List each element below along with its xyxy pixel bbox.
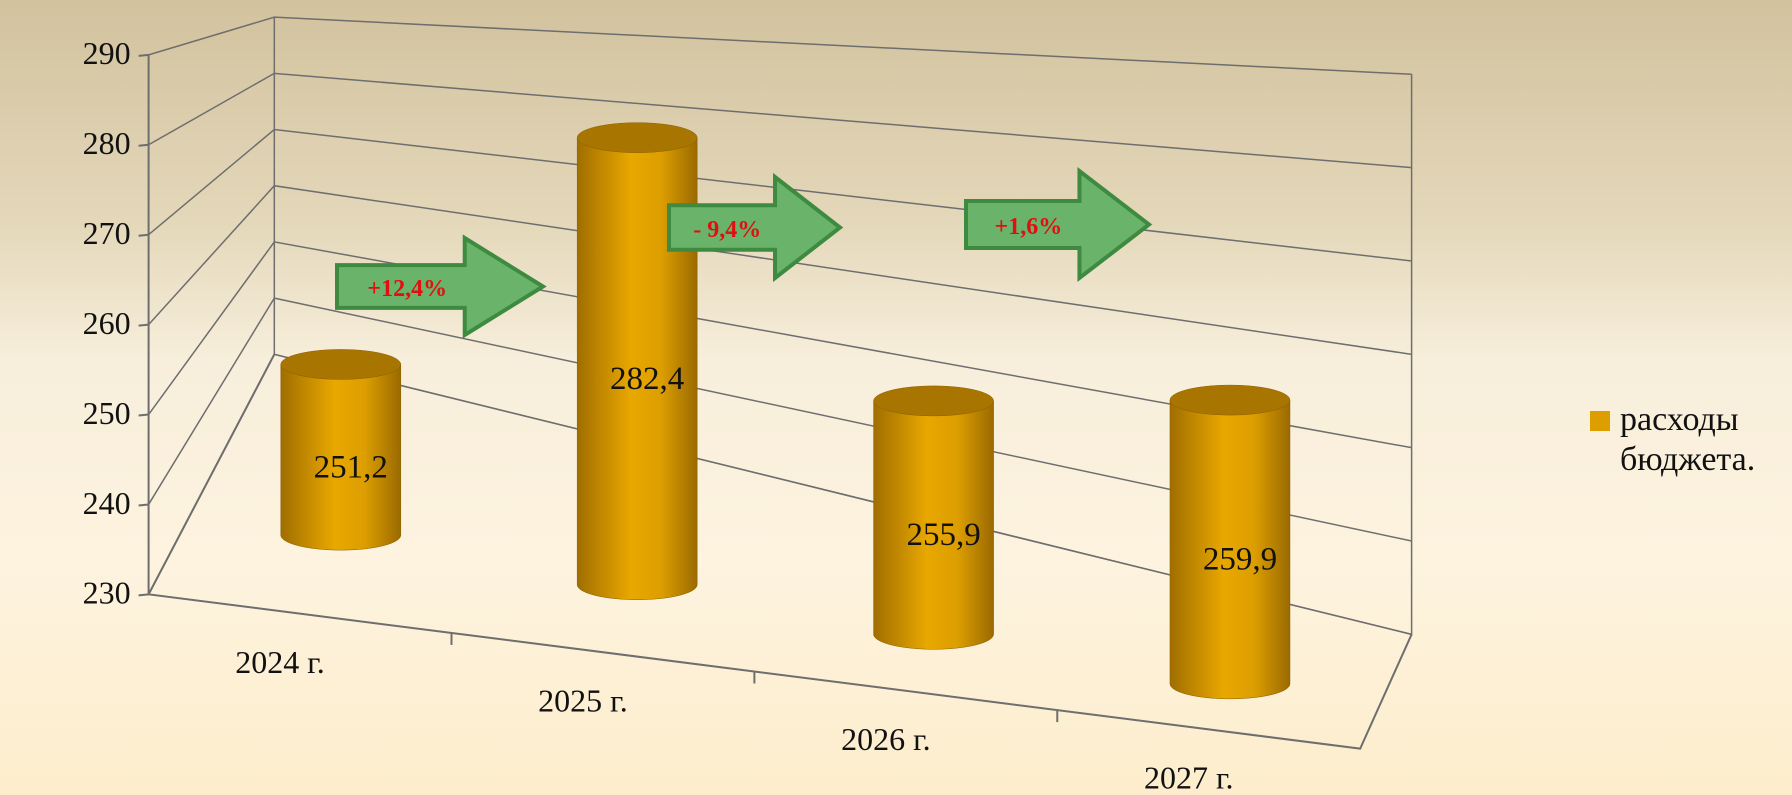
x-tick-label: 2025 г.: [538, 683, 628, 719]
x-tick-label: 2026 г.: [841, 721, 931, 757]
y-tick: [138, 413, 149, 417]
y-tick-label: 270: [83, 215, 131, 251]
legend-label: расходы бюджета.: [1620, 401, 1756, 478]
y-tick: [138, 323, 149, 327]
y-tick-label: 230: [83, 575, 131, 611]
grid-line: [148, 16, 1412, 76]
grid-line: [148, 184, 1412, 356]
cylinder-top: [280, 349, 402, 380]
y-tick-label: 260: [83, 305, 131, 341]
cylinder-top: [576, 122, 698, 153]
annotation: - 9,4%: [693, 217, 761, 243]
grid-line: [147, 241, 1412, 449]
y-tick: [138, 593, 149, 597]
y-tick-label: 290: [83, 35, 131, 71]
value-label: 251,2: [314, 449, 388, 485]
y-tick: [138, 53, 149, 57]
cylinder: [576, 137, 698, 600]
x-tick-label: 2024 г.: [235, 644, 325, 680]
value-label: 255,9: [906, 517, 980, 553]
y-tick-label: 250: [83, 395, 131, 431]
annotation: +12,4%: [367, 276, 447, 302]
arrow: [667, 172, 844, 283]
annotation: +1,6%: [995, 214, 1063, 240]
value-label: 259,9: [1203, 542, 1277, 578]
arrow: [335, 234, 547, 339]
grid-line: [148, 72, 1412, 169]
grid-line: [147, 353, 1412, 636]
y-tick-label: 280: [83, 125, 131, 161]
cylinder: [873, 400, 994, 650]
cylinder-top: [873, 385, 994, 417]
cylinder: [280, 364, 402, 551]
legend-swatch: [1590, 411, 1610, 431]
cylinder-top: [1169, 384, 1291, 416]
value-label: 282,4: [610, 361, 684, 397]
grid-line: [147, 297, 1412, 542]
y-tick: [138, 503, 149, 507]
y-tick: [138, 233, 149, 237]
y-tick: [138, 143, 149, 147]
y-tick-label: 240: [83, 485, 131, 521]
cylinder: [1169, 399, 1291, 700]
legend: расходы бюджета.: [1590, 400, 1790, 480]
x-tick-label: 2027 г.: [1144, 760, 1234, 795]
arrow: [964, 166, 1153, 283]
